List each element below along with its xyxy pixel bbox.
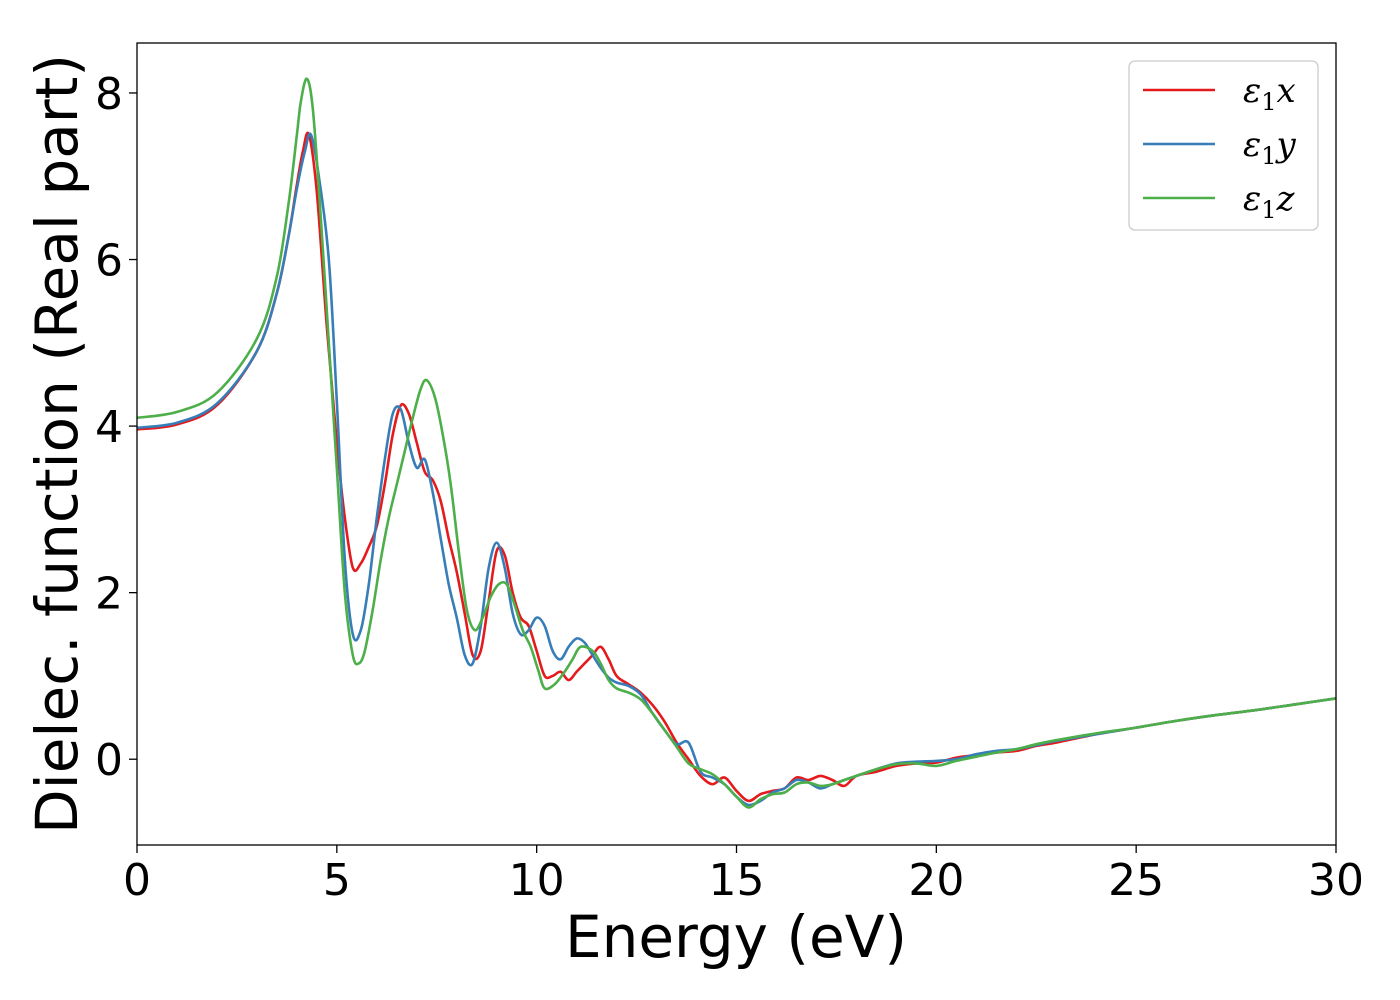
- x-tick-label: 10: [509, 855, 565, 906]
- y-tick-label: 8: [95, 69, 123, 120]
- y-tick-label: 2: [95, 569, 123, 620]
- series-line-y: [137, 132, 1336, 807]
- y-tick-label: 6: [95, 236, 123, 287]
- x-axis-title: Energy (eV): [565, 903, 907, 971]
- legend-label-x: ε1x: [1243, 71, 1296, 116]
- x-axis: 0 5 10 15 20 25 30: [123, 845, 1364, 906]
- series-line-z: [137, 77, 1336, 809]
- legend-label-z: ε1z: [1243, 179, 1296, 224]
- series-layer: [137, 77, 1336, 809]
- y-axis-title: Dielec. function (Real part): [23, 54, 91, 834]
- legend: ε1x ε1y ε1z: [1128, 60, 1319, 231]
- x-tick-label: 20: [908, 855, 964, 906]
- x-tick-label: 25: [1108, 855, 1164, 906]
- y-tick-label: 0: [95, 735, 123, 786]
- y-tick-label: 4: [95, 402, 123, 453]
- legend-box: [1128, 60, 1319, 231]
- x-tick-label: 15: [709, 855, 765, 906]
- x-tick-label: 5: [323, 855, 351, 906]
- y-axis: 0 2 4 6 8: [95, 69, 137, 786]
- legend-label-y: ε1y: [1243, 125, 1297, 170]
- x-tick-label: 0: [123, 855, 151, 906]
- x-tick-label: 30: [1308, 855, 1364, 906]
